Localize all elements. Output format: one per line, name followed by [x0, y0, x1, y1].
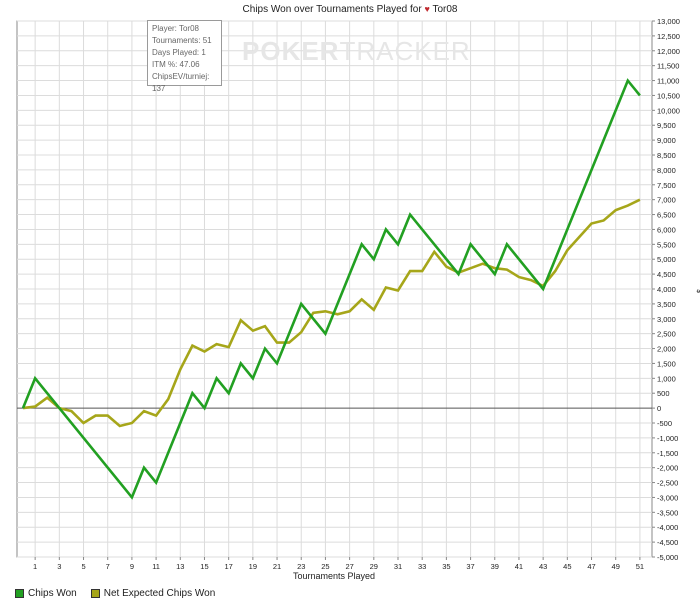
legend-item-net-expected[interactable]: Net Expected Chips Won — [90, 588, 216, 599]
y-tick-label: 4,500 — [657, 270, 676, 279]
y-tick-label: -4,000 — [657, 523, 678, 532]
info-tournaments: Tournaments: 51 — [152, 36, 212, 45]
watermark-part1: POKER — [242, 36, 340, 66]
stats-info-box: Player: Tor08 Tournaments: 51 Days Playe… — [147, 20, 222, 93]
x-axis-label: Tournaments Played — [293, 571, 375, 581]
y-tick-label: 6,500 — [657, 211, 676, 220]
y-tick-label: 10,500 — [657, 91, 680, 100]
legend-label-net-expected: Net Expected Chips Won — [103, 588, 216, 599]
y-tick-label: 11,500 — [657, 62, 679, 71]
x-tick-label: 1 — [33, 562, 37, 571]
y-tick-label: 10,000 — [657, 106, 680, 115]
y-tick-label: -500 — [657, 419, 672, 428]
x-tick-label: 41 — [515, 562, 523, 571]
x-tick-label: 19 — [249, 562, 257, 571]
x-tick-label: 23 — [297, 562, 305, 571]
y-tick-label: 11,000 — [657, 77, 679, 86]
y-tick-label: 8,500 — [657, 151, 676, 160]
x-tick-label: 9 — [130, 562, 134, 571]
y-axis-label: $ — [695, 289, 700, 293]
legend-item-chips-won[interactable]: Chips Won — [15, 588, 77, 599]
y-tick-label: 4,000 — [657, 285, 676, 294]
x-tick-label: 5 — [81, 562, 85, 571]
y-tick-label: 13,000 — [657, 17, 680, 26]
legend-swatch-chips-won — [15, 589, 24, 598]
chart-title: Chips Won over Tournaments Played for ♥ … — [0, 4, 700, 15]
y-tick-label: 500 — [657, 389, 670, 398]
info-itm: ITM %: 47.06 — [152, 60, 200, 69]
info-player: Player: Tor08 — [152, 24, 199, 33]
chart-title-player: Tor08 — [432, 4, 458, 15]
y-tick-label: 3,500 — [657, 300, 676, 309]
x-tick-label: 17 — [224, 562, 232, 571]
y-tick-label: 8,000 — [657, 166, 676, 175]
pokertracker-watermark: POKERTRACKER — [242, 36, 471, 67]
y-tick-label: 1,500 — [657, 359, 676, 368]
x-tick-label: 11 — [152, 562, 160, 571]
y-tick-label: -1,000 — [657, 434, 678, 443]
x-tick-label: 21 — [273, 562, 281, 571]
x-tick-label: 29 — [370, 562, 378, 571]
y-tick-label: -3,500 — [657, 508, 678, 517]
y-tick-label: 5,000 — [657, 255, 676, 264]
y-tick-label: 7,500 — [657, 181, 676, 190]
y-tick-label: 9,000 — [657, 136, 676, 145]
watermark-part2: TRACKER — [339, 36, 471, 66]
y-tick-label: 2,000 — [657, 345, 676, 354]
y-tick-label: 1,000 — [657, 374, 676, 383]
y-axis-ticks: -5,000 -4,500 -4,000 -3,500 -3,000 -2,500 -2,0… — [652, 17, 680, 562]
x-tick-label: 13 — [176, 562, 184, 571]
x-tick-label: 3 — [57, 562, 61, 571]
info-chipsev: ChipsEV/turniej: 137 — [152, 72, 210, 93]
info-days-played: Days Played: 1 — [152, 48, 206, 57]
poker-chip-icon: ♥ — [424, 4, 430, 14]
x-tick-label: 33 — [418, 562, 426, 571]
legend-swatch-net-expected — [90, 589, 100, 598]
y-tick-label: 6,000 — [657, 225, 676, 234]
y-tick-label: -3,000 — [657, 493, 678, 502]
y-tick-label: -5,000 — [657, 553, 678, 562]
y-tick-label: 12,500 — [657, 32, 680, 41]
x-tick-label: 7 — [106, 562, 110, 571]
chart-title-text: Chips Won over Tournaments Played for — [242, 4, 422, 15]
x-tick-label: 27 — [345, 562, 353, 571]
y-tick-label: -1,500 — [657, 449, 678, 458]
y-tick-label: 3,000 — [657, 315, 676, 324]
y-tick-label: 7,000 — [657, 196, 676, 205]
y-tick-label: 0 — [657, 404, 661, 413]
x-tick-label: 43 — [539, 562, 547, 571]
chart-legend: Chips Won Net Expected Chips Won — [15, 588, 215, 599]
y-tick-label: -2,000 — [657, 464, 678, 473]
x-tick-label: 39 — [491, 562, 499, 571]
x-tick-label: 35 — [442, 562, 450, 571]
x-tick-label: 49 — [612, 562, 620, 571]
x-tick-label: 51 — [636, 562, 644, 571]
x-tick-label: 15 — [200, 562, 208, 571]
y-tick-label: -4,500 — [657, 538, 678, 547]
x-tick-label: 45 — [563, 562, 571, 571]
x-axis-ticks: 1 3 5 7 9 11 13 15 17 19 21 23 25 27 29 31 33 35 37 39 41 43 4… — [33, 557, 644, 571]
legend-label-chips-won: Chips Won — [28, 588, 77, 599]
grid-lines — [17, 20, 652, 558]
x-tick-label: 47 — [587, 562, 595, 571]
y-tick-label: 12,000 — [657, 47, 680, 56]
series-chips-won — [21, 78, 641, 500]
series-lines — [21, 78, 641, 500]
x-tick-label: 37 — [466, 562, 474, 571]
y-tick-label: 9,500 — [657, 121, 676, 130]
x-tick-label: 25 — [321, 562, 329, 571]
x-tick-label: 31 — [394, 562, 402, 571]
y-tick-label: -2,500 — [657, 479, 678, 488]
y-tick-label: 5,500 — [657, 240, 676, 249]
y-tick-label: 2,500 — [657, 330, 676, 339]
